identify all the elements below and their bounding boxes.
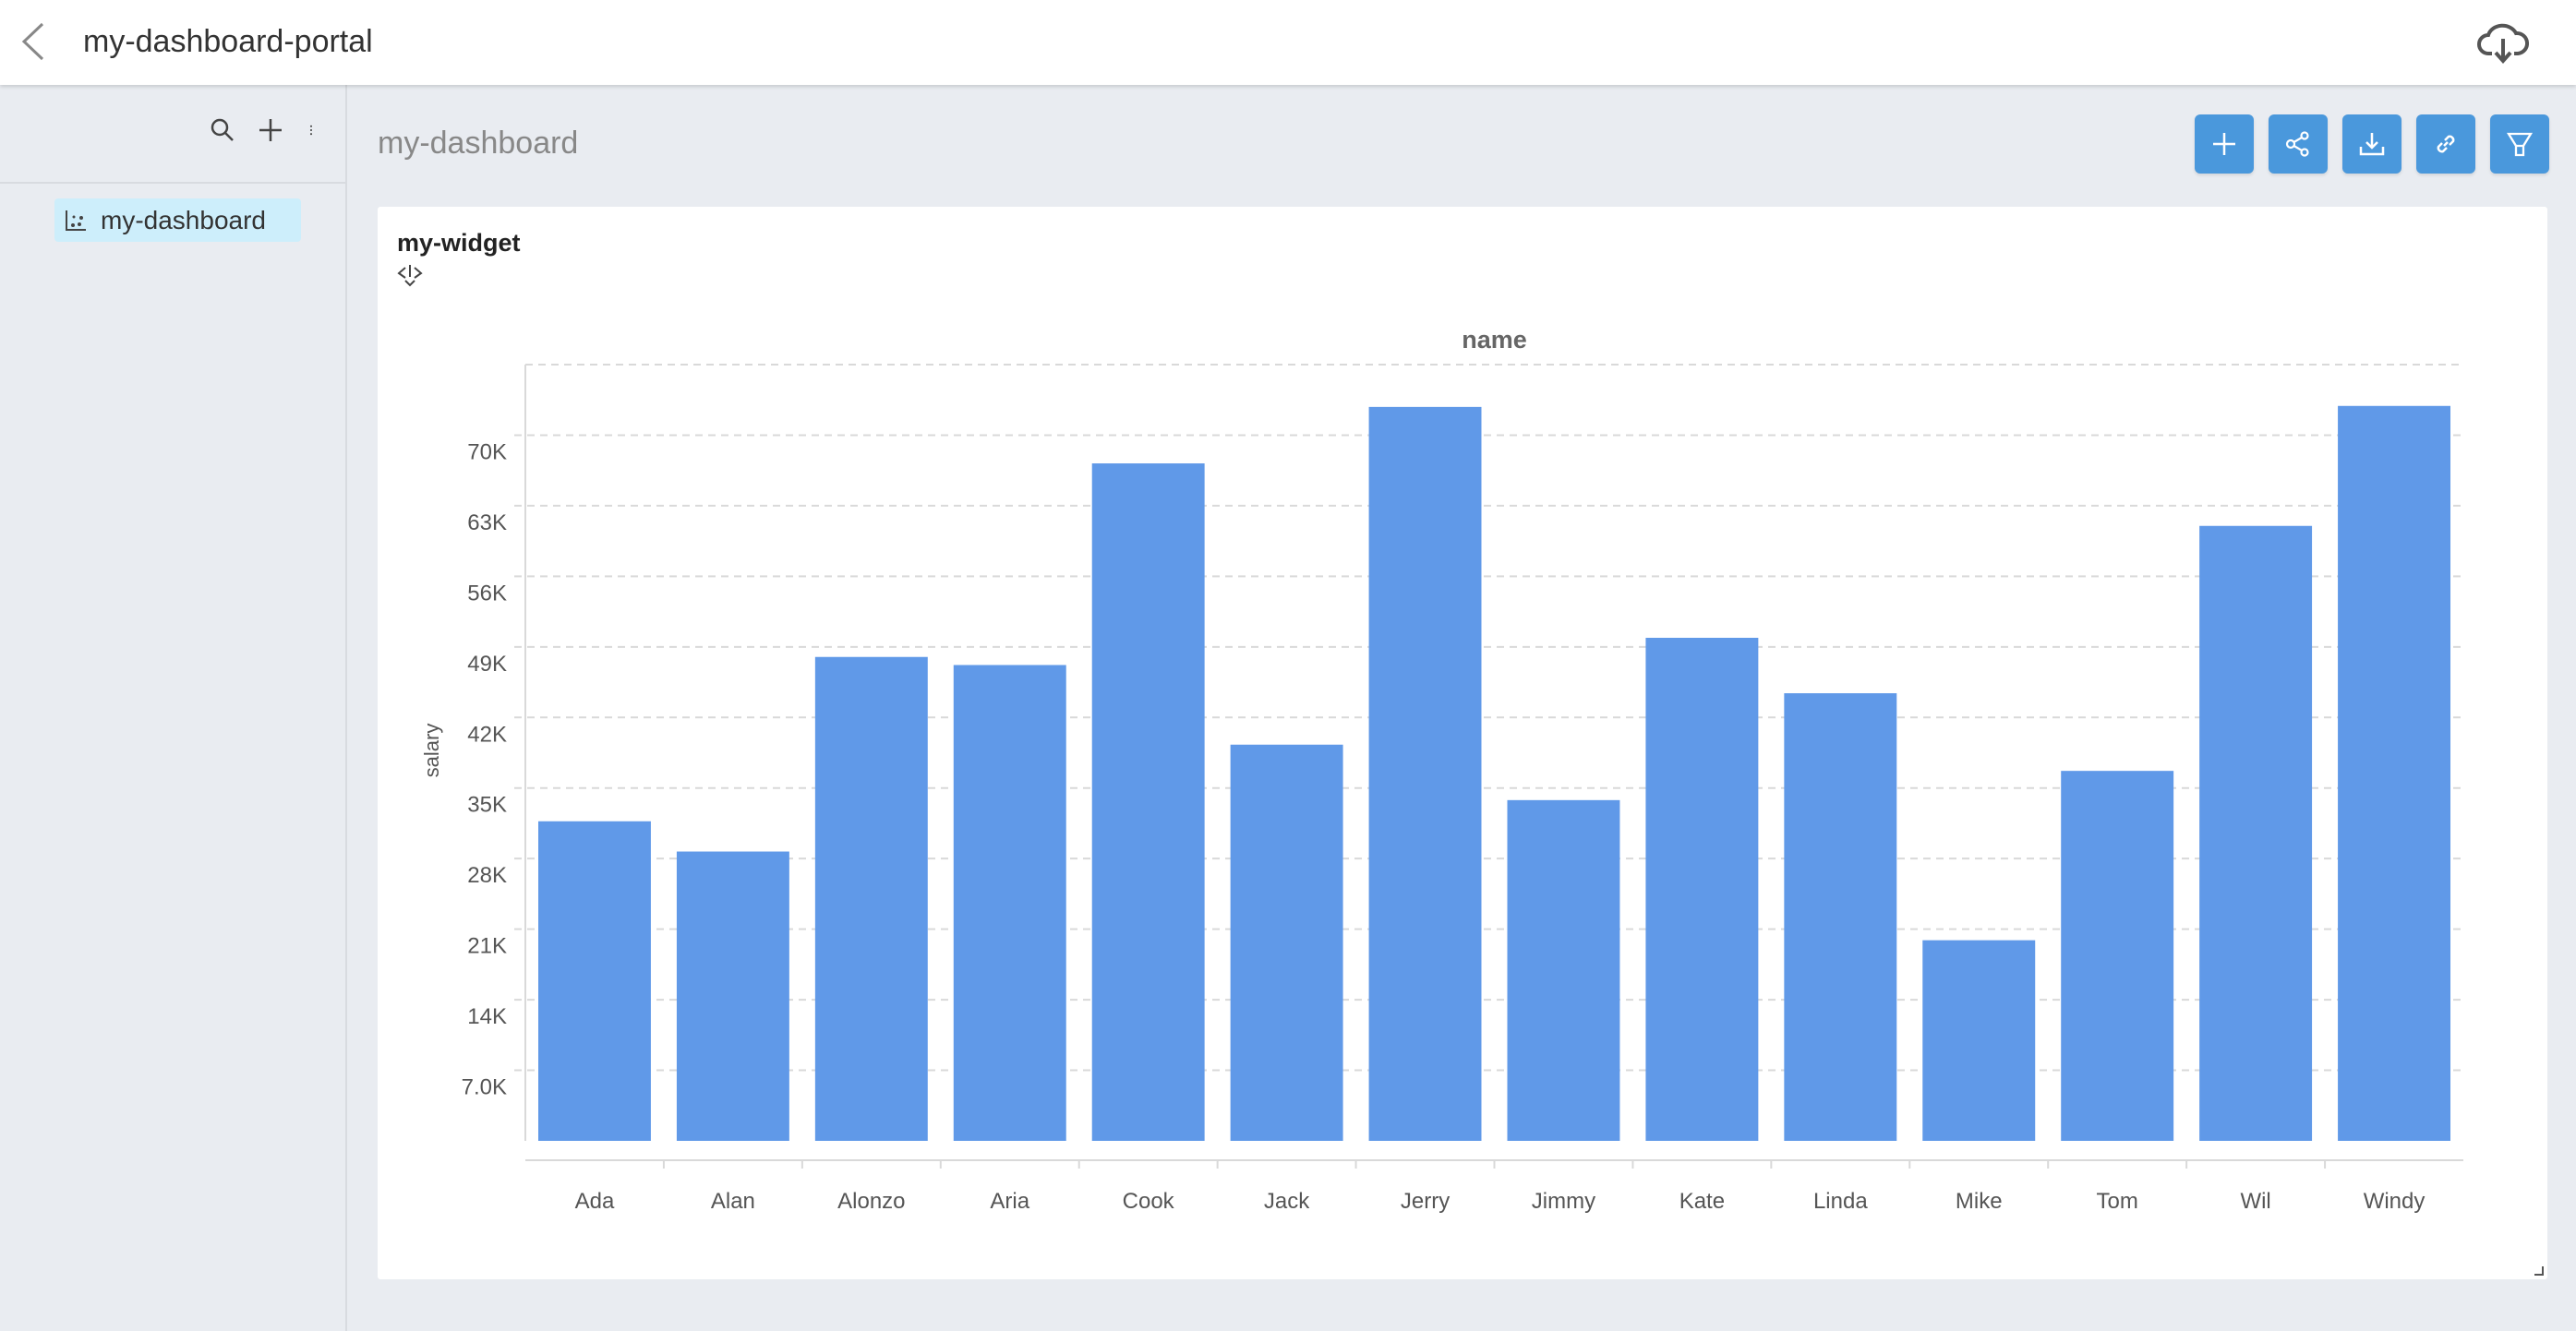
bar-wil — [2199, 525, 2313, 1141]
x-tick-label: Kate — [1679, 1189, 1725, 1214]
chevron-left-icon[interactable] — [13, 18, 59, 65]
download-icon — [2359, 133, 2385, 156]
y-tick-label: 21K — [467, 934, 507, 959]
x-tick-label: Mike — [1956, 1189, 2003, 1214]
y-tick-label: 49K — [467, 652, 507, 677]
bar-ada — [538, 821, 651, 1141]
x-tick-label: Aria — [990, 1189, 1029, 1214]
x-tick-label: Windy — [2364, 1189, 2426, 1214]
bar-jack — [1230, 744, 1343, 1141]
bar-jimmy — [1507, 799, 1620, 1141]
plus-icon — [2213, 133, 2235, 155]
x-tick-label: Linda — [1813, 1189, 1868, 1214]
bar-tom — [2061, 771, 2174, 1141]
x-tick-label: Jerry — [1401, 1189, 1450, 1214]
y-tick-label: 42K — [467, 722, 507, 747]
link-button[interactable] — [2416, 114, 2475, 174]
top-header: my-dashboard-portal — [0, 0, 2576, 85]
plus-icon[interactable] — [257, 116, 284, 144]
sidebar: my-dashboard — [0, 85, 347, 1331]
dashboard-toolbar — [2195, 114, 2549, 174]
sidebar-divider — [0, 182, 345, 184]
x-tick-label: Ada — [575, 1189, 615, 1214]
sidebar-item-label: my-dashboard — [101, 205, 266, 234]
filter-button[interactable] — [2490, 114, 2549, 174]
widget-card: my-widget 7.0K 14K 21K 28K 35K 42K 49K 56K 63K 70… — [378, 207, 2547, 1279]
y-axis-label: salary — [420, 724, 443, 778]
x-tick-label: Alan — [711, 1189, 755, 1214]
link-icon — [2437, 135, 2455, 153]
x-tick-label: Cook — [1123, 1189, 1175, 1214]
x-tick-label: Tom — [2097, 1189, 2138, 1214]
resize-handle[interactable] — [2534, 1266, 2544, 1276]
bar-chart: 7.0K 14K 21K 28K 35K 42K 49K 56K 63K 70K Ada Alan Al… — [420, 326, 2463, 1214]
dashboard-title: my-dashboard — [378, 126, 579, 161]
bar-windy — [2338, 405, 2450, 1141]
y-tick-label: 56K — [467, 581, 507, 606]
bar-mike — [1922, 940, 2036, 1141]
cloud-download-icon[interactable] — [2477, 20, 2529, 66]
portal-title: my-dashboard-portal — [83, 24, 373, 59]
x-tick-label: Jack — [1264, 1189, 1310, 1214]
y-tick-label: 7.0K — [462, 1075, 507, 1100]
chart-title: name — [1462, 326, 1527, 354]
x-tick-label: Alonzo — [837, 1189, 905, 1214]
y-tick-label: 14K — [467, 1004, 507, 1029]
bar-aria — [953, 665, 1066, 1141]
y-tick-label: 28K — [467, 863, 507, 888]
y-tick-label: 63K — [467, 510, 507, 535]
bar-alonzo — [814, 656, 928, 1141]
more-vertical-icon[interactable] — [305, 116, 318, 144]
drill-icon[interactable] — [396, 264, 424, 288]
filter-icon — [2506, 132, 2534, 157]
y-tick-label: 70K — [467, 439, 507, 464]
search-icon[interactable] — [209, 116, 236, 144]
scatter-chart-icon — [66, 210, 86, 231]
sidebar-item-my-dashboard[interactable]: my-dashboard — [54, 198, 301, 242]
bar-jerry — [1368, 406, 1482, 1141]
add-widget-button[interactable] — [2195, 114, 2254, 174]
widget-title: my-widget — [397, 229, 521, 257]
x-tick-label: Jimmy — [1532, 1189, 1595, 1214]
bar-kate — [1645, 637, 1759, 1141]
share-button[interactable] — [2269, 114, 2328, 174]
y-tick-label: 35K — [467, 793, 507, 818]
share-icon — [2285, 131, 2309, 157]
x-tick-label: Wil — [2240, 1189, 2270, 1214]
bar-cook — [1091, 463, 1205, 1141]
bar-alan — [676, 851, 789, 1141]
bar-linda — [1784, 693, 1897, 1141]
download-button[interactable] — [2342, 114, 2401, 174]
